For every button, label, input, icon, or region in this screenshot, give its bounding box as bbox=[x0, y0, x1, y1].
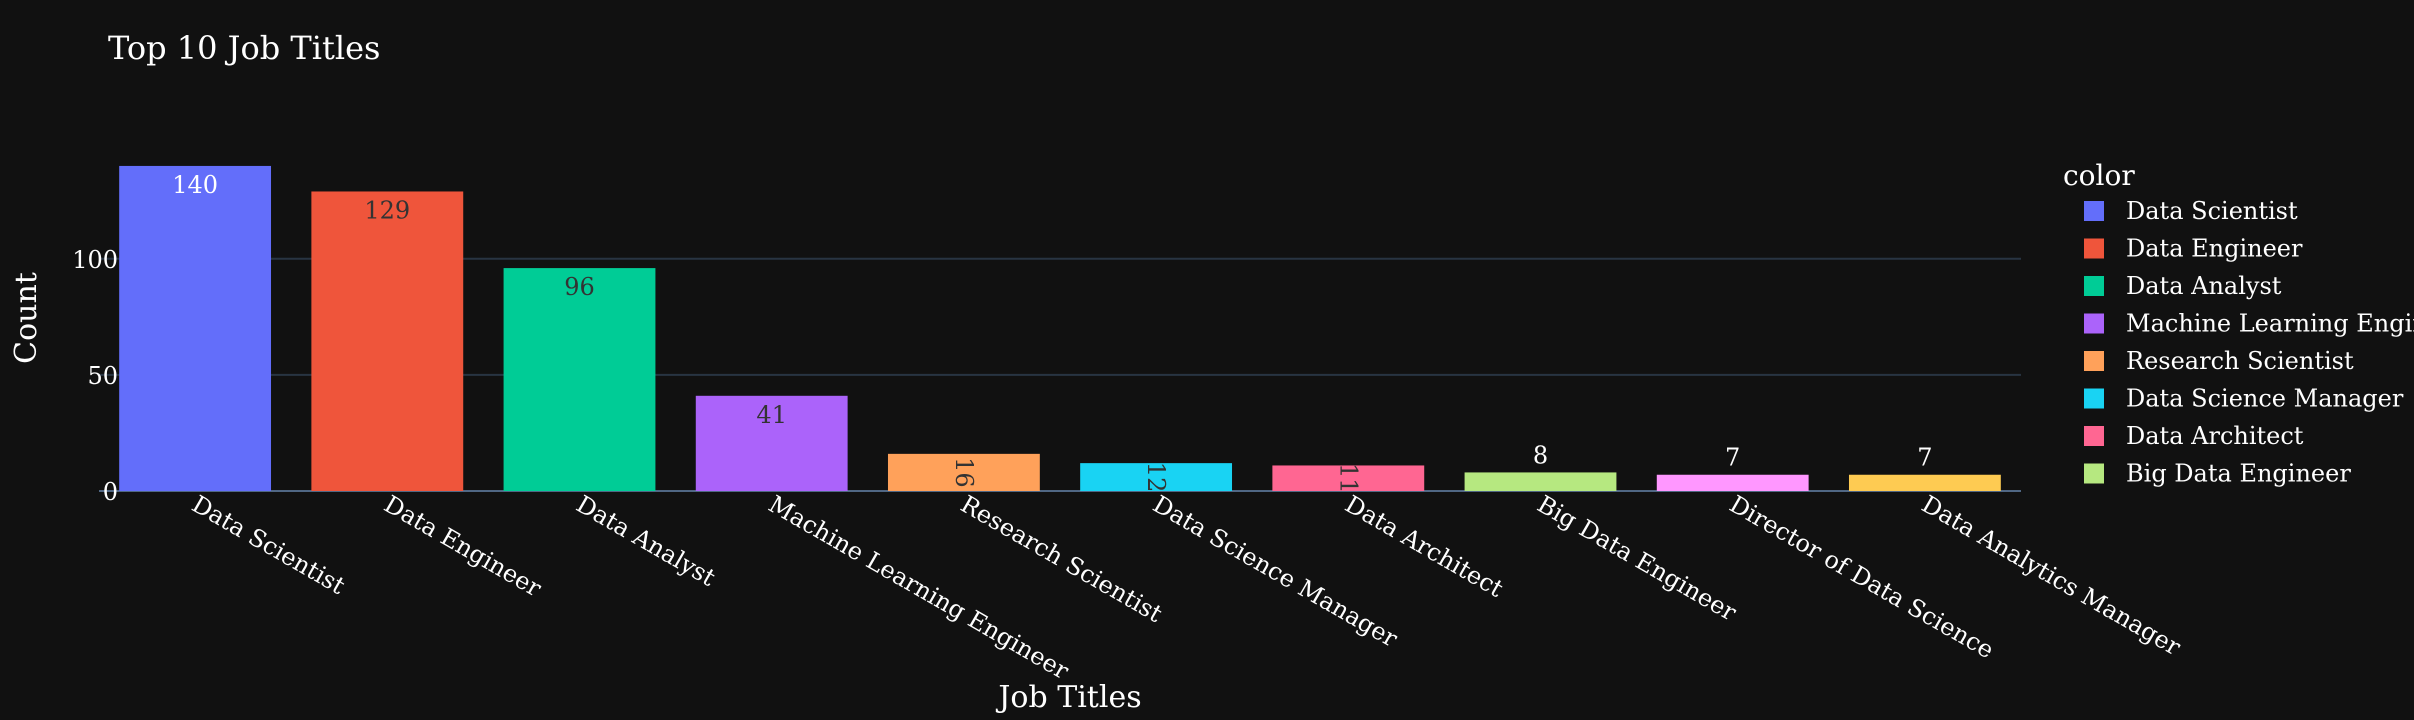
bar-value-label: 11 bbox=[1334, 463, 1362, 494]
legend-item-label: Big Data Engineer bbox=[2126, 460, 2351, 488]
bar-value-label: 140 bbox=[172, 171, 218, 199]
legend-item-label: Data Architect bbox=[2126, 422, 2304, 450]
bar-value-label: 12 bbox=[1142, 462, 1170, 493]
x-axis-ticks: Data Scientist Data Engineer Data Analyst M… bbox=[187, 490, 2186, 685]
y-tick-label: 50 bbox=[87, 362, 118, 390]
legend-item-label: Data Engineer bbox=[2126, 235, 2303, 263]
bar bbox=[1656, 474, 1809, 491]
bar-value-label: 16 bbox=[950, 457, 978, 488]
legend-swatch bbox=[2084, 313, 2104, 334]
y-tick-label: 0 bbox=[103, 478, 118, 506]
x-axis-label: Job Titles bbox=[995, 680, 1141, 715]
legend-title: color bbox=[2063, 159, 2135, 192]
legend-swatch bbox=[2084, 238, 2104, 259]
bar bbox=[695, 395, 848, 491]
legend: color Data Scientist Data Engineer Data An… bbox=[2063, 159, 2414, 488]
bar-value-label: 41 bbox=[756, 401, 787, 429]
legend-swatch bbox=[2084, 276, 2104, 296]
legend-swatch bbox=[2084, 201, 2104, 221]
x-tick-label: Machine Learning Engineer bbox=[764, 490, 1074, 685]
bar bbox=[1080, 463, 1233, 491]
legend-item-label: Data Science Manager bbox=[2126, 385, 2404, 413]
chart-title: Top 10 Job Titles bbox=[108, 29, 380, 67]
legend-swatch bbox=[2084, 388, 2104, 409]
bar-value-label: 129 bbox=[364, 196, 410, 224]
bar-value-label: 8 bbox=[1533, 441, 1548, 469]
legend-item-label: Data Analyst bbox=[2126, 272, 2282, 300]
bar-value-label: 7 bbox=[1917, 444, 1932, 472]
bar bbox=[1464, 472, 1617, 491]
y-axis-label: Count bbox=[9, 272, 44, 364]
x-tick-label: Research Scientist bbox=[956, 490, 1167, 628]
legend-item-label: Research Scientist bbox=[2126, 347, 2354, 375]
y-tick-label: 100 bbox=[72, 246, 118, 274]
legend-swatch bbox=[2084, 463, 2104, 484]
bar-value-label: 96 bbox=[564, 273, 595, 301]
x-tick-label: Data Analyst bbox=[572, 490, 721, 592]
x-tick-label: Data Architect bbox=[1340, 490, 1508, 603]
x-tick-label: Data Engineer bbox=[379, 490, 546, 603]
legend-swatch bbox=[2084, 351, 2104, 371]
x-tick-label: Data Scientist bbox=[187, 490, 350, 600]
bars bbox=[119, 165, 2001, 491]
legend-item-label: Machine Learning Engineer bbox=[2126, 310, 2414, 338]
legend-swatch bbox=[2084, 426, 2104, 446]
bar bbox=[311, 191, 464, 491]
bar-value-label: 7 bbox=[1725, 444, 1740, 472]
bar bbox=[503, 268, 656, 491]
bar bbox=[1848, 474, 2001, 491]
bar bbox=[1272, 465, 1425, 491]
y-axis-ticks: 0 50 100 bbox=[72, 246, 118, 506]
x-tick-label: Big Data Engineer bbox=[1533, 490, 1742, 627]
bar-data-labels: 140 129 96 41 16 12 11 8 7 7 bbox=[172, 171, 1932, 494]
bar bbox=[887, 453, 1040, 491]
legend-item-label: Data Scientist bbox=[2126, 197, 2298, 225]
bar bbox=[119, 165, 272, 491]
